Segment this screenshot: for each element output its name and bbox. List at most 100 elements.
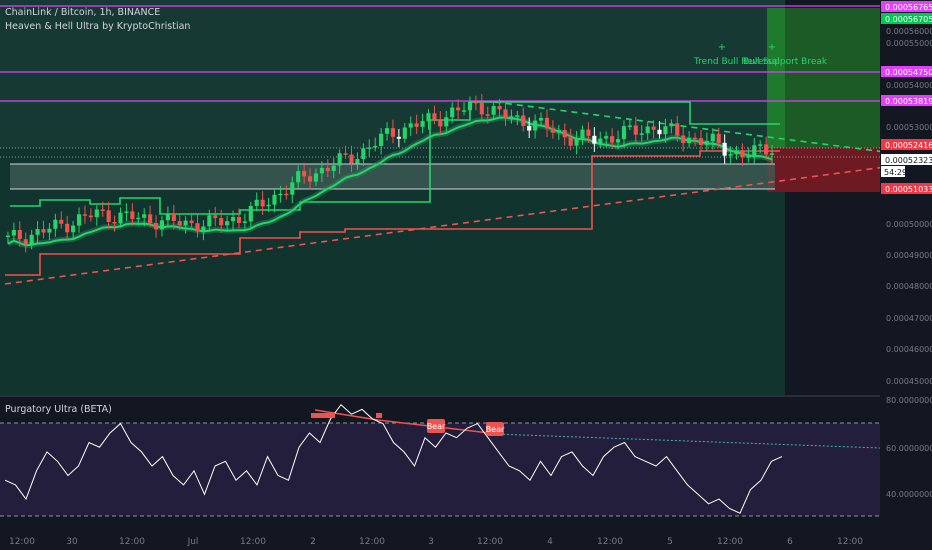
candle-body xyxy=(704,141,709,145)
candle-body xyxy=(485,114,490,116)
candle-body xyxy=(610,136,615,143)
trend-bull-reversal-label: Trend Bull Reversal xyxy=(693,57,780,67)
tag-56705-bg xyxy=(881,13,932,24)
candle-body xyxy=(621,126,627,140)
candle-body xyxy=(337,153,342,166)
candle-body xyxy=(71,225,76,233)
candle-body xyxy=(284,193,289,196)
time-label: 4 xyxy=(547,537,553,547)
candle-body xyxy=(379,133,384,146)
countdown-bg xyxy=(881,166,905,177)
time-label: 12:00 xyxy=(597,537,623,547)
time-axis[interactable]: 12:00 30 12:00 Jul 12:00 2 12:00 3 12:00… xyxy=(0,527,880,550)
candle-body xyxy=(426,113,431,122)
tag-53819-bg xyxy=(881,95,932,106)
candle-body xyxy=(627,125,632,127)
bear-label-1: Bear xyxy=(427,419,446,433)
bear-label-1-bg xyxy=(427,419,445,433)
candle-body xyxy=(47,228,52,233)
osc-divergence-line xyxy=(314,409,499,435)
bear-label-2-text: Bear xyxy=(486,425,505,434)
candle-body xyxy=(201,226,206,232)
candle-body xyxy=(236,217,242,223)
candle-body xyxy=(491,106,496,115)
candle-body xyxy=(183,220,188,226)
candles xyxy=(5,94,775,253)
candle-body xyxy=(302,171,307,177)
candle-body xyxy=(100,209,105,211)
time-label: 12:00 xyxy=(240,537,266,547)
candle-body xyxy=(473,101,478,104)
candle-body xyxy=(290,182,295,195)
osc-markers xyxy=(311,413,382,418)
candle-body xyxy=(615,139,621,143)
candle-body xyxy=(503,109,508,119)
countdown: 54:29 xyxy=(884,168,907,177)
time-label: Jul xyxy=(187,537,199,547)
time-label: 5 xyxy=(667,537,673,547)
osc-marker xyxy=(376,413,382,418)
candle-body xyxy=(456,107,461,111)
plus-marker-2: + xyxy=(768,42,776,53)
symbol-title: ChainLink / Bitcoin, 1h, BINANCE xyxy=(5,7,160,18)
time-label: 12:00 xyxy=(717,537,743,547)
candle-body xyxy=(657,129,662,135)
candle-body xyxy=(106,210,111,223)
candle-body xyxy=(213,215,218,219)
candle-body xyxy=(76,214,82,226)
candle-body xyxy=(716,133,721,143)
candle-body xyxy=(331,165,336,172)
candle-body xyxy=(598,138,603,144)
osc-title: Purgatory Ultra (BETA) xyxy=(5,404,112,415)
candle-body xyxy=(130,211,135,220)
bear-label-2-bg xyxy=(486,422,504,436)
candle-body xyxy=(420,121,425,127)
candle-body xyxy=(112,222,117,224)
candle-body xyxy=(746,156,751,158)
candle-body xyxy=(159,220,165,230)
candle-body xyxy=(29,234,34,245)
candle-body xyxy=(59,219,64,224)
candle-body xyxy=(538,117,544,121)
ma-line xyxy=(7,116,773,247)
price-panel[interactable]: + + Trend Bull Reversal Bull Support Bre… xyxy=(0,0,886,395)
time-label: 12:00 xyxy=(477,537,503,547)
osc-marker xyxy=(317,413,323,418)
candle-body xyxy=(639,133,644,135)
candle-body xyxy=(177,221,182,226)
candle-body xyxy=(556,130,561,133)
candle-body xyxy=(550,128,555,133)
candle-body xyxy=(467,101,473,111)
price-tick: 0.00047000 xyxy=(886,314,932,323)
candle-body xyxy=(675,123,680,136)
tag-52416: 0.00052416 xyxy=(885,141,932,150)
tag-54750-bg xyxy=(881,66,932,77)
candle-body xyxy=(687,137,692,144)
candle-body xyxy=(592,135,597,144)
time-label: 30 xyxy=(66,537,78,547)
candle-body xyxy=(313,173,319,182)
candle-body xyxy=(17,229,22,240)
time-label: 2 xyxy=(310,537,316,547)
candle-body xyxy=(343,153,348,155)
oscillator-panel[interactable]: Bear Bear Purgatory Ultra (BETA) xyxy=(0,403,881,517)
osc-line xyxy=(4,403,783,514)
price-tick: 0.00056000 xyxy=(886,27,932,36)
price-tick: 0.00046000 xyxy=(886,345,932,354)
tag-53819: 0.00053819 xyxy=(885,97,932,106)
candle-body xyxy=(645,126,650,134)
candle-body xyxy=(367,147,372,149)
candle-body xyxy=(758,144,763,146)
time-label: 12:00 xyxy=(837,537,863,547)
bull-projection-box-ext xyxy=(785,8,885,148)
candle-body xyxy=(23,239,28,245)
candle-body xyxy=(414,123,419,127)
price-axis[interactable]: 0.00056000 0.00055000 0.00054000 0.00053… xyxy=(880,0,932,550)
price-tick: 0.00050000 xyxy=(886,220,932,229)
tag-56765: 0.00056765 xyxy=(885,3,932,12)
candle-body xyxy=(260,199,265,207)
last-price: 0.00052323 xyxy=(885,156,932,165)
price-tick: 0.00045000 xyxy=(886,377,932,386)
price-tick: 0.00049000 xyxy=(886,251,932,260)
